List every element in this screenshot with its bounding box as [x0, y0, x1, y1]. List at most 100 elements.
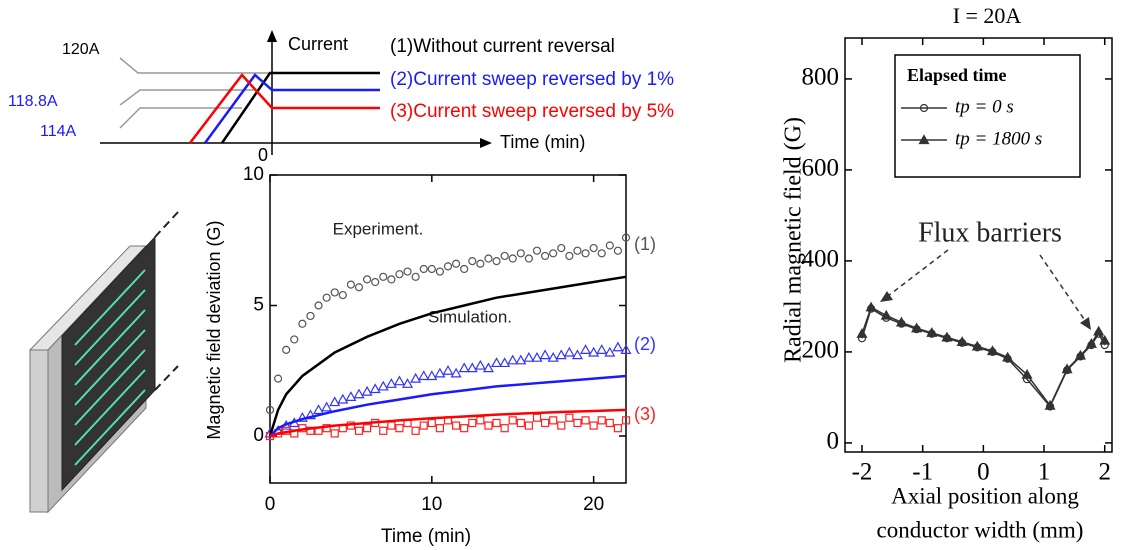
marker: [466, 362, 478, 373]
profile-line: [203, 73, 380, 144]
arrow: [74, 389, 146, 466]
marker: [1085, 337, 1097, 348]
marker: [419, 421, 428, 430]
marker: [589, 421, 598, 430]
annotation: Experiment.: [333, 219, 424, 238]
marker: [451, 421, 461, 430]
marker: [492, 257, 501, 266]
marker: [1044, 399, 1056, 410]
marker: [500, 424, 509, 433]
marker: [387, 421, 396, 430]
x-axis-label: Axial position along: [891, 483, 1079, 508]
marker: [523, 351, 535, 362]
marker: [265, 405, 275, 415]
marker: [557, 421, 566, 430]
series-label: (3): [634, 404, 656, 424]
series-line: [269, 408, 627, 438]
marker: [468, 257, 477, 266]
marker: [612, 341, 624, 352]
marker: [516, 418, 525, 428]
y-tick-label: 10: [243, 164, 264, 185]
plot-frame: [269, 174, 627, 484]
marker: [621, 233, 631, 242]
marker: [515, 354, 527, 365]
marker: [581, 249, 590, 258]
arrow: [74, 289, 146, 366]
marker: [403, 267, 412, 276]
marker: [427, 418, 436, 428]
marker: [986, 345, 998, 356]
marker: [580, 344, 592, 354]
marker: [547, 351, 559, 362]
marker: [573, 246, 582, 255]
marker: [338, 290, 347, 300]
marker: [393, 375, 405, 386]
marker: [508, 416, 517, 425]
current-arrows: [74, 269, 146, 466]
marker: [371, 277, 380, 287]
marker: [427, 264, 436, 274]
y-tick-label: 600: [802, 155, 840, 182]
marker: [411, 272, 420, 281]
marker: [460, 424, 469, 433]
marker: [507, 354, 519, 365]
x-tick-label: 0: [977, 459, 990, 486]
legend-label: tp = 1800 s: [955, 128, 1042, 149]
slab-front: [29, 349, 49, 513]
marker: [911, 322, 923, 333]
marker: [434, 367, 446, 378]
marker: [484, 254, 493, 263]
marker: [499, 357, 511, 368]
marker: [314, 301, 323, 310]
marker: [549, 416, 558, 425]
marker: [369, 383, 381, 394]
marker: [395, 270, 404, 279]
dash-line: [154, 211, 179, 238]
marker: [596, 344, 608, 354]
y-tick-label: 200: [802, 337, 840, 364]
profile-line: [220, 71, 380, 144]
marker: [1002, 351, 1014, 362]
marker: [571, 349, 583, 360]
y-axis-label: Magnetic field deviation (G): [204, 220, 224, 439]
marker: [516, 249, 525, 258]
marker: [491, 357, 503, 368]
marker: [290, 335, 299, 344]
x-axis-label: conductor width (mm): [877, 517, 1084, 542]
arrow: [74, 269, 146, 346]
marker: [476, 416, 485, 425]
series-line: [268, 275, 627, 437]
marker: [581, 416, 590, 425]
marker: [865, 301, 877, 312]
schematic: [100, 30, 492, 155]
marker: [524, 254, 534, 263]
annotation: Simulation.: [428, 307, 512, 326]
marker: [856, 327, 868, 338]
marker: [941, 331, 953, 342]
marker: [353, 388, 365, 399]
x-tick-label: 20: [583, 494, 604, 515]
marker: [482, 362, 494, 373]
y-tick-label: 400: [802, 246, 840, 273]
marker: [919, 103, 929, 113]
x-tick-label: 0: [265, 494, 276, 515]
axis-label: Time (min): [500, 132, 585, 152]
plot-frame: [844, 37, 1113, 453]
marker: [613, 246, 623, 255]
annotation: Flux barriers: [918, 217, 1062, 248]
marker: [597, 416, 606, 425]
marker: [362, 275, 372, 284]
level-guide: [119, 107, 242, 129]
legend-label: tp = 0 s: [955, 96, 1014, 117]
marker: [524, 421, 534, 430]
series-label: (1): [634, 234, 656, 254]
marker: [354, 283, 364, 292]
marker: [500, 251, 509, 261]
marker: [330, 429, 339, 438]
marker: [346, 280, 356, 289]
marker: [589, 243, 598, 253]
arrow: [74, 369, 146, 446]
marker: [361, 385, 373, 396]
marker: [385, 378, 397, 388]
